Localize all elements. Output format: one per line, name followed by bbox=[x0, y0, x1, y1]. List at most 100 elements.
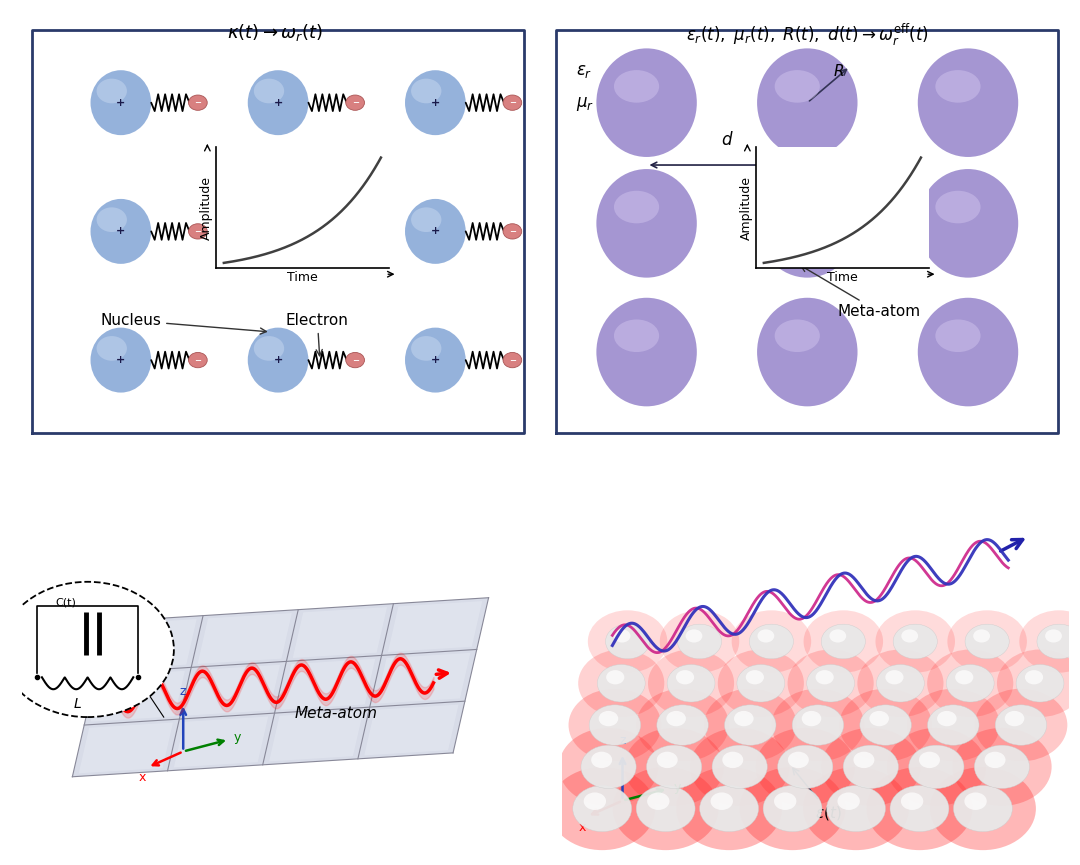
Text: z: z bbox=[619, 734, 625, 746]
Circle shape bbox=[189, 224, 207, 239]
Text: −: − bbox=[352, 227, 359, 236]
Circle shape bbox=[690, 727, 789, 806]
Circle shape bbox=[928, 705, 980, 746]
Circle shape bbox=[919, 752, 940, 768]
Circle shape bbox=[660, 611, 739, 673]
Ellipse shape bbox=[254, 336, 284, 361]
Circle shape bbox=[558, 727, 658, 806]
Polygon shape bbox=[79, 722, 173, 773]
Ellipse shape bbox=[405, 328, 465, 393]
Text: +: + bbox=[117, 356, 125, 365]
Circle shape bbox=[636, 689, 729, 761]
Polygon shape bbox=[174, 716, 268, 767]
Circle shape bbox=[853, 752, 875, 768]
Circle shape bbox=[589, 705, 640, 746]
Circle shape bbox=[826, 785, 886, 831]
Circle shape bbox=[974, 689, 1067, 761]
Circle shape bbox=[613, 630, 631, 643]
Circle shape bbox=[572, 785, 632, 831]
Circle shape bbox=[723, 752, 743, 768]
Circle shape bbox=[829, 630, 847, 643]
Circle shape bbox=[712, 745, 767, 789]
Circle shape bbox=[636, 785, 696, 831]
Ellipse shape bbox=[774, 70, 820, 103]
Circle shape bbox=[877, 664, 924, 702]
Ellipse shape bbox=[613, 191, 659, 223]
Circle shape bbox=[189, 95, 207, 111]
Polygon shape bbox=[364, 705, 459, 755]
Circle shape bbox=[890, 785, 949, 831]
Text: C(t): C(t) bbox=[56, 598, 77, 607]
Circle shape bbox=[804, 767, 909, 850]
Circle shape bbox=[1025, 670, 1043, 684]
Circle shape bbox=[647, 792, 670, 810]
Circle shape bbox=[677, 625, 721, 659]
Circle shape bbox=[700, 785, 758, 831]
Ellipse shape bbox=[774, 191, 820, 223]
Circle shape bbox=[718, 650, 804, 717]
Text: Electron: Electron bbox=[286, 313, 349, 356]
Text: −: − bbox=[194, 356, 201, 365]
Circle shape bbox=[792, 705, 843, 746]
Circle shape bbox=[1016, 664, 1064, 702]
Ellipse shape bbox=[596, 298, 697, 407]
Ellipse shape bbox=[918, 298, 1018, 407]
Circle shape bbox=[966, 625, 1009, 659]
Text: −: − bbox=[194, 227, 201, 236]
Circle shape bbox=[985, 752, 1005, 768]
Circle shape bbox=[930, 767, 1036, 850]
Ellipse shape bbox=[918, 48, 1018, 157]
Ellipse shape bbox=[247, 70, 309, 135]
Circle shape bbox=[711, 792, 733, 810]
Circle shape bbox=[837, 792, 860, 810]
Circle shape bbox=[676, 670, 694, 684]
Text: −: − bbox=[509, 98, 516, 107]
Polygon shape bbox=[72, 598, 488, 777]
Ellipse shape bbox=[405, 199, 465, 264]
Circle shape bbox=[893, 625, 937, 659]
Ellipse shape bbox=[247, 328, 309, 393]
Polygon shape bbox=[186, 665, 280, 715]
Circle shape bbox=[1, 582, 174, 717]
Circle shape bbox=[667, 664, 715, 702]
Ellipse shape bbox=[91, 199, 151, 264]
Text: +: + bbox=[431, 356, 440, 365]
Circle shape bbox=[503, 224, 522, 239]
Text: y: y bbox=[234, 732, 241, 745]
Circle shape bbox=[346, 95, 364, 111]
Ellipse shape bbox=[91, 70, 151, 135]
X-axis label: Time: Time bbox=[827, 271, 858, 284]
Circle shape bbox=[624, 727, 724, 806]
Circle shape bbox=[583, 792, 606, 810]
Circle shape bbox=[550, 767, 656, 850]
Circle shape bbox=[740, 767, 846, 850]
Circle shape bbox=[839, 689, 932, 761]
Text: x: x bbox=[578, 821, 585, 834]
Text: +: + bbox=[117, 227, 125, 236]
Circle shape bbox=[1020, 611, 1080, 673]
Text: −: − bbox=[352, 356, 359, 365]
Text: +: + bbox=[431, 227, 440, 236]
Circle shape bbox=[869, 711, 889, 727]
Circle shape bbox=[597, 664, 645, 702]
Text: d: d bbox=[721, 131, 732, 149]
Circle shape bbox=[757, 630, 774, 643]
Text: −: − bbox=[509, 356, 516, 365]
Text: Meta-atom: Meta-atom bbox=[295, 706, 378, 721]
Circle shape bbox=[955, 670, 973, 684]
Circle shape bbox=[606, 625, 650, 659]
Circle shape bbox=[648, 650, 734, 717]
Text: R: R bbox=[834, 63, 845, 79]
Circle shape bbox=[598, 711, 618, 727]
Text: −: − bbox=[509, 227, 516, 236]
Polygon shape bbox=[388, 601, 482, 652]
Circle shape bbox=[887, 727, 986, 806]
Circle shape bbox=[756, 727, 855, 806]
Ellipse shape bbox=[411, 208, 442, 232]
Circle shape bbox=[1004, 711, 1024, 727]
Circle shape bbox=[1037, 625, 1080, 659]
Circle shape bbox=[964, 792, 987, 810]
Text: $\kappa(t) \rightarrow \omega_r(t)$: $\kappa(t) \rightarrow \omega_r(t)$ bbox=[228, 22, 323, 42]
Circle shape bbox=[725, 705, 777, 746]
Circle shape bbox=[973, 630, 990, 643]
